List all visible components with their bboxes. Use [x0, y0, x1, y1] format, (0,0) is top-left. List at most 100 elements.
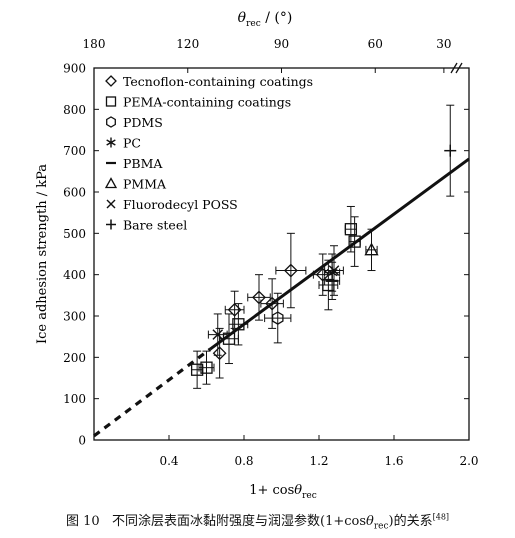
- plus-marker: [444, 144, 457, 157]
- cross-marker: [328, 265, 340, 276]
- legend-label: Tecnoflon-containing coatings: [123, 74, 313, 89]
- legend-marker-square: [105, 96, 117, 107]
- data-point-square: [190, 350, 204, 389]
- y-tick-label: 800: [63, 103, 86, 117]
- x-axis-title-sub: rec: [302, 491, 317, 501]
- square-marker: [200, 361, 213, 374]
- y-tick-label: 400: [63, 268, 86, 282]
- legend-marker-hexagon: [106, 116, 116, 128]
- data-point-cross: [207, 313, 228, 356]
- triangle-marker: [364, 242, 379, 256]
- legend: Tecnoflon-containing coatings PEMA-contai…: [104, 74, 313, 233]
- top-axis-title-sub: rec: [246, 19, 261, 29]
- diamond-marker: [265, 296, 280, 311]
- square-marker: [190, 363, 204, 376]
- square-marker: [232, 318, 245, 331]
- x-top-tick-label: 180: [83, 37, 106, 51]
- data-point-cross: [324, 245, 344, 296]
- x-top-tick-label: 30: [436, 37, 451, 51]
- square-marker: [348, 235, 361, 248]
- legend-label: Bare steel: [123, 218, 187, 233]
- legend-label: PEMA-containing coatings: [123, 95, 291, 110]
- legend-marker-triangle: [104, 177, 118, 189]
- data-point-diamond: [224, 290, 245, 329]
- fit-line-extrapolated: [93, 347, 212, 438]
- square-marker: [344, 223, 358, 236]
- legend-label: PDMS: [123, 115, 163, 130]
- legend-label: Fluorodecyl POSS: [123, 197, 238, 212]
- legend-item: Bare steel: [106, 218, 187, 233]
- caption-theta: θ: [366, 514, 374, 529]
- x-axis-title-theta: θ: [294, 483, 302, 498]
- fit-line: [209, 157, 470, 351]
- x-tick-label: 1.6: [384, 454, 403, 468]
- legend-item: PBMA: [106, 156, 163, 171]
- hexagon-marker: [271, 311, 284, 325]
- x-tick-label: 2.0: [459, 454, 478, 468]
- ticks-layer: 0 100 200 300 400 500 600 700 800 900 0.4 0.8 1.2 1.6…: [63, 37, 478, 468]
- y-axis-title: Ice adhesion strength / kPa: [35, 164, 50, 344]
- x-tick-label: 0.4: [159, 454, 178, 468]
- top-axis-title-theta: θ: [238, 10, 247, 26]
- x-tick-label: 1.2: [309, 454, 328, 468]
- x-top-tick-label: 120: [176, 37, 199, 51]
- legend-item: PC: [106, 136, 141, 151]
- x-tick-label: 0.8: [234, 454, 253, 468]
- caption-figure-label: 图 10: [65, 514, 100, 529]
- legend-item: PDMS: [106, 115, 163, 130]
- diamond-marker: [283, 263, 298, 278]
- y-tick-label: 500: [63, 227, 86, 241]
- asterisk-stroke: [106, 139, 116, 146]
- x-top-tick-label: 60: [368, 37, 383, 51]
- data-point-triangle: [364, 228, 379, 272]
- diamond-marker: [252, 290, 266, 305]
- figure-caption: 图 10 不同涂层表面冰黏附强度与润湿参数(1+cosθrec)的关系[48]: [0, 510, 515, 532]
- y-tick-label: 300: [63, 310, 86, 324]
- data-point-plus: [444, 104, 457, 197]
- data-point-hexagon: [264, 292, 292, 344]
- caption-ref: [48]: [432, 512, 450, 522]
- y-tick-label: 600: [63, 186, 86, 200]
- data-point-square: [198, 350, 215, 385]
- y-tick-label: 100: [63, 392, 86, 406]
- data-point-square: [228, 303, 249, 346]
- ice-adhesion-chart: θrec / (°) 01002003004005006007008009000…: [35, 10, 479, 501]
- legend-label: PBMA: [123, 156, 163, 171]
- legend-item: PMMA: [104, 177, 167, 192]
- cross-stroke: [328, 265, 340, 276]
- y-tick-label: 700: [63, 144, 86, 158]
- axis-break-mark: [450, 62, 463, 74]
- top-axis-title: θrec / (°): [238, 10, 293, 29]
- data-point-square: [348, 216, 361, 267]
- x-top-tick-label: 90: [274, 37, 289, 51]
- data-point-diamond: [275, 232, 307, 309]
- square-marker: [222, 332, 236, 345]
- top-axis-title-suffix: / (°): [261, 10, 293, 26]
- data-point-diamond: [247, 274, 271, 321]
- legend-label: PMMA: [123, 177, 167, 192]
- diamond-marker: [212, 346, 227, 361]
- data-points-layer: [190, 104, 457, 389]
- fit-line-layer: [93, 157, 470, 438]
- legend-item: Tecnoflon-containing coatings: [105, 74, 313, 89]
- legend-marker-plus: [106, 219, 116, 230]
- legend-label: PC: [123, 136, 141, 151]
- caption-sub: rec: [373, 521, 389, 532]
- x-axis-title: 1+ cosθrec: [249, 483, 317, 501]
- legend-marker-diamond: [105, 75, 117, 87]
- legend-marker-asterisk: [106, 137, 116, 148]
- caption-text-after: )的关系: [388, 514, 433, 529]
- legend-item: PEMA-containing coatings: [105, 95, 291, 110]
- caption-text-before: 不同涂层表面冰黏附强度与润湿参数(1+cos: [112, 514, 367, 529]
- x-axis-title-prefix: 1+ cos: [249, 483, 294, 498]
- y-tick-label: 200: [63, 351, 86, 365]
- cross-marker: [212, 329, 224, 340]
- cross-stroke: [106, 199, 116, 209]
- data-point-dash: [324, 261, 341, 300]
- legend-marker-cross: [106, 199, 116, 209]
- y-tick-label: 0: [78, 434, 86, 448]
- legend-item: Fluorodecyl POSS: [106, 197, 238, 212]
- cross-stroke: [212, 329, 224, 340]
- y-tick-label: 900: [63, 62, 86, 76]
- data-point-square: [318, 259, 339, 311]
